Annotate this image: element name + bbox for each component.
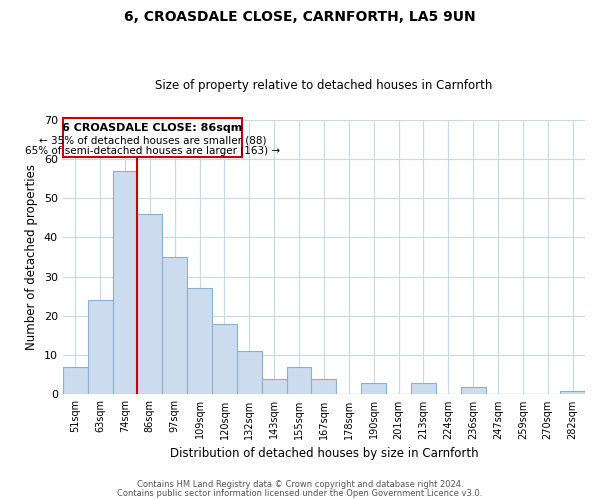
Text: 6 CROASDALE CLOSE: 86sqm: 6 CROASDALE CLOSE: 86sqm: [62, 124, 242, 134]
Bar: [63, 367, 88, 394]
Bar: [262, 378, 287, 394]
Bar: [311, 378, 337, 394]
Bar: [237, 351, 262, 395]
X-axis label: Distribution of detached houses by size in Carnforth: Distribution of detached houses by size …: [170, 447, 478, 460]
Bar: [461, 386, 485, 394]
Text: 6, CROASDALE CLOSE, CARNFORTH, LA5 9UN: 6, CROASDALE CLOSE, CARNFORTH, LA5 9UN: [124, 10, 476, 24]
Text: ← 35% of detached houses are smaller (88): ← 35% of detached houses are smaller (88…: [38, 136, 266, 145]
FancyBboxPatch shape: [63, 118, 242, 157]
Y-axis label: Number of detached properties: Number of detached properties: [25, 164, 38, 350]
Text: 65% of semi-detached houses are larger (163) →: 65% of semi-detached houses are larger (…: [25, 146, 280, 156]
Bar: [361, 382, 386, 394]
Bar: [212, 324, 237, 394]
Text: Contains HM Land Registry data © Crown copyright and database right 2024.: Contains HM Land Registry data © Crown c…: [137, 480, 463, 489]
Title: Size of property relative to detached houses in Carnforth: Size of property relative to detached ho…: [155, 79, 493, 92]
Text: Contains public sector information licensed under the Open Government Licence v3: Contains public sector information licen…: [118, 488, 482, 498]
Bar: [163, 257, 187, 394]
Bar: [88, 300, 113, 394]
Bar: [411, 382, 436, 394]
Bar: [560, 390, 585, 394]
Bar: [187, 288, 212, 395]
Bar: [113, 170, 137, 394]
Bar: [137, 214, 163, 394]
Bar: [287, 367, 311, 394]
